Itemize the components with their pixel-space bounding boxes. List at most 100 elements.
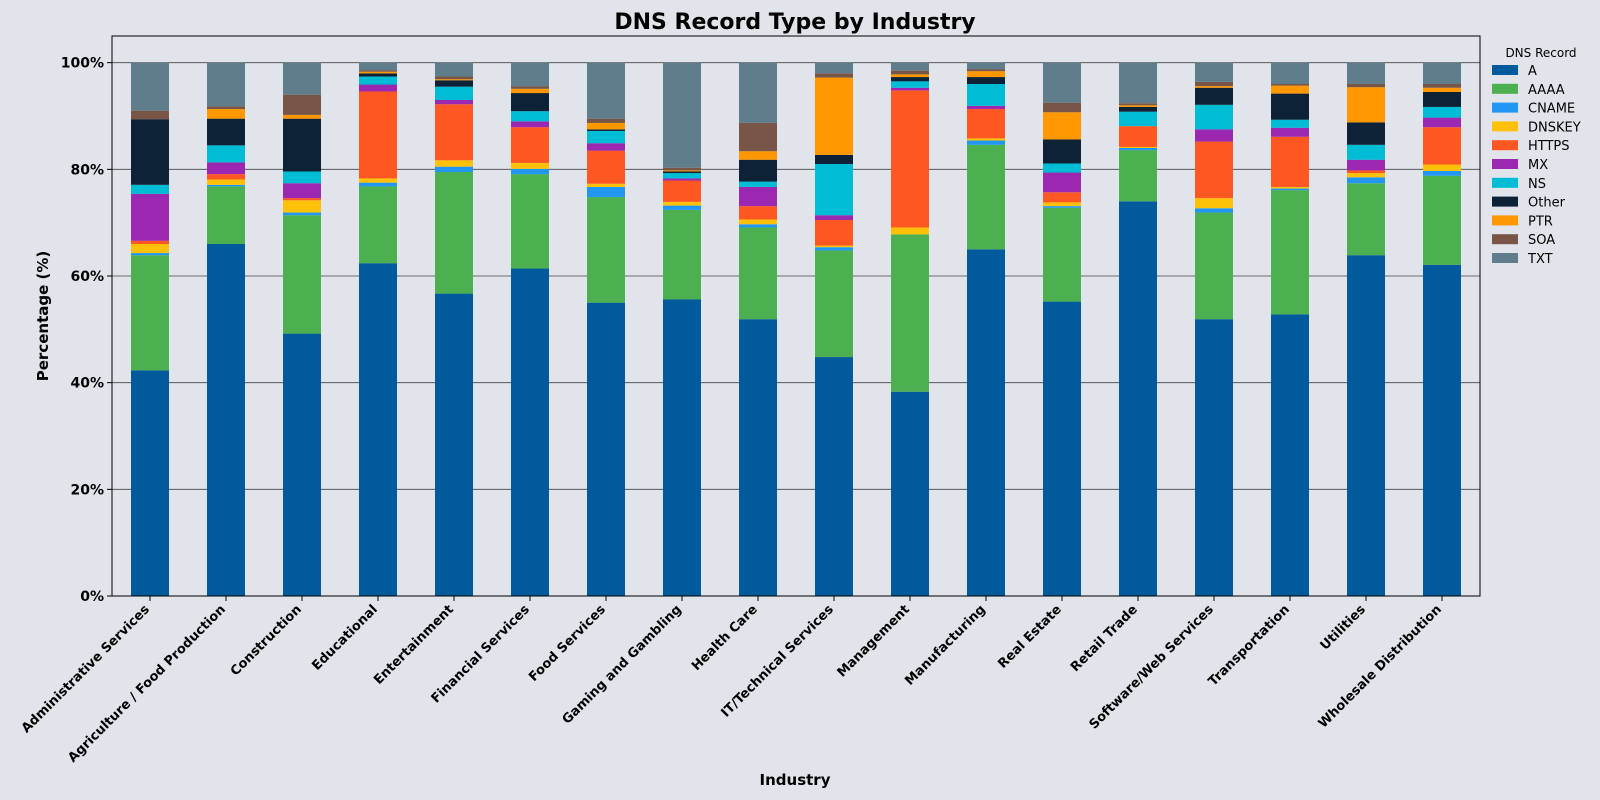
bar-segment-other [739,159,777,182]
bar-segment-aaaa [1043,207,1081,302]
bar-stack [815,62,853,596]
x-tick-label: Retail Trade [1068,602,1141,675]
bar-segment-mx [131,193,169,241]
bar-segment-aaaa [1423,175,1461,265]
bar-segment-https [511,127,549,163]
bar-segment-mx [815,215,853,220]
bar-segment-soa [359,70,397,72]
bar-segment-https [739,206,777,220]
bar-segment-ptr [1271,85,1309,94]
bar-segment-dnskey [283,200,321,213]
bar-segment-mx [283,183,321,199]
bar-segment-soa [435,76,473,80]
bar-segment-mx [663,178,701,181]
x-tick-label: Entertainment [371,602,457,688]
chart-title: DNS Record Type by Industry [614,10,975,35]
bar-stack [739,62,777,596]
bar-segment-https [283,198,321,201]
bar-segment-soa [1119,103,1157,106]
bar-segment-cname [435,166,473,172]
bar-segment-ns [1271,119,1309,128]
bar-segment-https [435,104,473,161]
bar-segment-a [1347,255,1385,596]
y-tick-label: 20% [70,482,104,498]
bar-segment-dnskey [967,138,1005,141]
bar-segment-txt [207,62,245,107]
bar-stack [1347,62,1385,596]
plot-frame [111,35,1481,597]
bar-segment-ptr [1043,112,1081,140]
legend-label: NS [1528,177,1546,192]
bar-segment-ptr [587,122,625,130]
x-tick-label: Food Services [526,602,609,685]
bar-segment-https [359,91,397,179]
bar-segment-dnskey [1271,186,1309,189]
bar-segment-aaaa [815,250,853,358]
bar-segment-ns [1423,106,1461,118]
bar-segment-ptr [739,151,777,160]
bar-segment-cname [1347,177,1385,184]
bar-segment-other [891,77,929,82]
legend-swatch-mx [1492,159,1518,169]
bar-segment-dnskey [1119,146,1157,148]
bar-segment-https [131,240,169,244]
bar-segment-ns [1195,104,1233,130]
bar-segment-dnskey [1423,164,1461,171]
bar-stack [359,62,397,596]
bar-segment-mx [1043,172,1081,193]
x-tick-label: Construction [228,602,305,679]
bar-segment-aaaa [739,227,777,320]
bar-segment-ptr [663,170,701,172]
bar-segment-mx [587,143,625,151]
bar-stack [967,62,1005,597]
bar-segment-mx [891,87,929,91]
bar-segment-a [587,302,625,596]
bar-segment-txt [359,62,397,71]
bar-segment-txt [663,62,701,168]
legend-swatch-aaaa [1492,83,1518,94]
bar-segment-txt [1195,62,1233,82]
legend-label: MX [1528,158,1548,173]
bar-segment-soa [511,86,549,89]
bar-segment-other [815,154,853,164]
bar-segment-https [1119,126,1157,147]
y-tick-label: 40% [70,376,104,392]
bar-segment-other [207,118,245,146]
bar-segment-https [207,174,245,180]
y-axis: 0% 20% 40% 60% 80% 100% [61,56,112,605]
bar-segment-aaaa [207,186,245,244]
bar-segment-ptr [207,109,245,119]
bar-segment-a [1195,319,1233,596]
legend-swatch-soa [1492,234,1518,245]
bar-segment-txt [511,62,549,87]
bar-segment-soa [207,106,245,110]
y-axis-label: Percentage (%) [34,251,52,381]
bar-segment-other [359,73,397,77]
bar-segment-ns [1347,144,1385,160]
bar-segment-a [435,293,473,596]
bar-segment-ns [587,130,625,144]
bar-stack [1119,62,1157,597]
bar-segment-txt [739,62,777,123]
bar-stack [1195,62,1233,596]
bar-segment-mx [967,105,1005,110]
bar-segment-cname [663,205,701,210]
bar-segment-aaaa [967,144,1005,250]
bar-segment-soa [739,122,777,152]
bar-segment-mx [1423,117,1461,128]
bar-stack [511,62,549,596]
bars [131,62,1461,597]
bar-segment-mx [1347,159,1385,171]
bar-stack [1423,62,1461,596]
bar-segment-txt [891,62,929,71]
bar-segment-ns [891,81,929,88]
bar-segment-https [815,220,853,246]
bar-segment-aaaa [131,255,169,371]
bar-stack [207,62,245,596]
bar-segment-mx [359,84,397,92]
bar-segment-ns [207,145,245,163]
bar-segment-cname [283,212,321,216]
bar-segment-soa [283,94,321,115]
bar-segment-ns [663,173,701,179]
